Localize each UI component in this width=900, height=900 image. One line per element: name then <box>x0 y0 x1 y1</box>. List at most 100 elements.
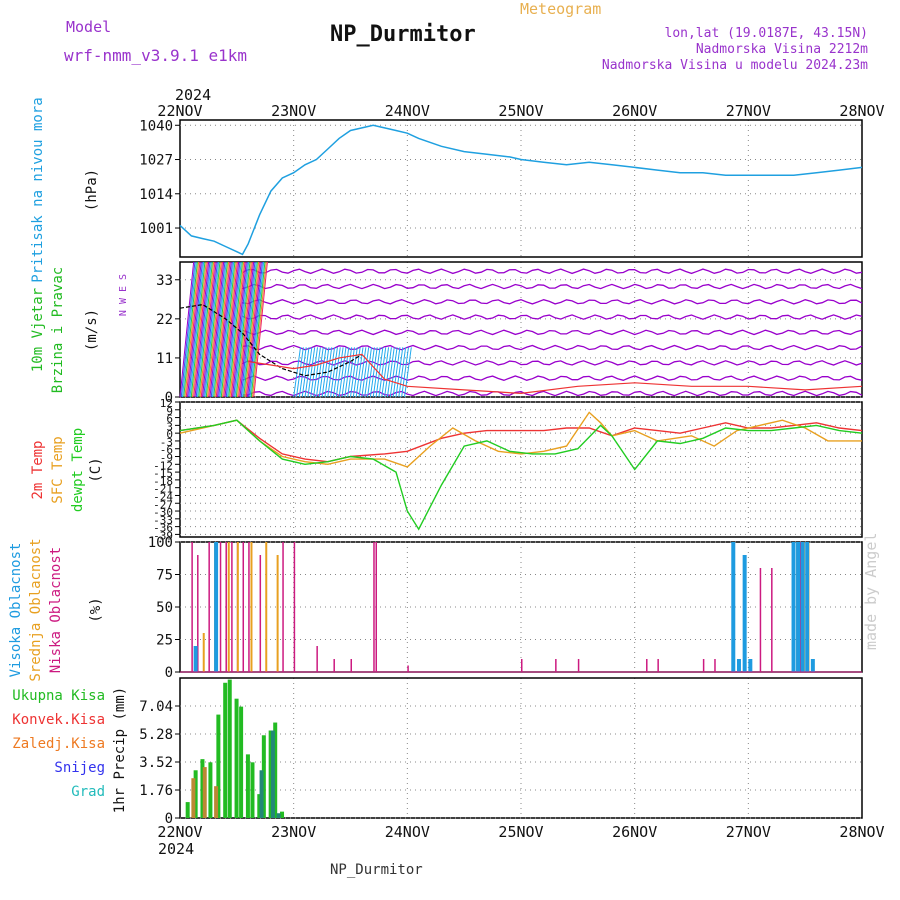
cloud-bar-low-3 <box>219 542 222 672</box>
wind-barb-early-46 <box>237 261 252 398</box>
wind-barb-early-17 <box>200 261 216 398</box>
wind-barb-mid-15 <box>335 347 344 398</box>
cloud-bar-high-7 <box>796 542 801 672</box>
ytick-label-0-1001: 1001 <box>139 221 173 237</box>
wind-barb-early-49 <box>240 261 256 398</box>
precip-legend-0: Ukupna Kisa <box>12 688 105 704</box>
cloud-bar-mid-3 <box>236 542 239 672</box>
precip-legend-4: Grad <box>71 784 105 800</box>
wind-barb-band-0 <box>242 390 863 397</box>
wind-barb-band-6 <box>242 299 863 305</box>
wind-barb-band-5 <box>242 314 863 320</box>
wind-barb-early-48 <box>239 261 255 398</box>
coords-text: lon,lat (19.0187E, 43.15N) <box>664 26 869 41</box>
cloud-bar-low-12 <box>316 646 318 672</box>
ytick-label-4-7.04: 7.04 <box>139 699 173 715</box>
year-top: 2024 <box>175 86 211 104</box>
cloud-bar-mid-6 <box>276 555 279 672</box>
wind-barb-early-0 <box>179 261 195 398</box>
wind-barb-mid-7 <box>313 347 321 398</box>
ytick-label-2--18: -18 <box>153 475 173 488</box>
x-tick-bottom-24NOV: 24NOV <box>385 823 430 841</box>
year-bottom: 2024 <box>158 840 194 858</box>
cloud-bar-high-9 <box>805 542 810 672</box>
wind-barb-mid-17 <box>341 347 350 398</box>
panel-frame-0 <box>179 119 863 258</box>
cloud-bar-high-5 <box>748 659 753 672</box>
precip-bar-Ukupna Kisa-11 <box>257 794 262 818</box>
cloud-bar-low-5 <box>231 542 233 672</box>
ytick-label-0-1040: 1040 <box>139 118 173 134</box>
cloud-bar-low-16 <box>375 542 378 672</box>
wind-barb-early-15 <box>198 261 213 398</box>
precip-bar-ZaledjKisa-1 <box>202 767 207 818</box>
precip-bar-Grad-0 <box>259 770 264 818</box>
ytick-label-1-0: 0 <box>165 390 173 406</box>
wind-barb-early-11 <box>193 261 208 398</box>
precip-bar-Ukupna Kisa-14 <box>273 722 278 818</box>
wind-barb-early-7 <box>188 261 203 398</box>
precip-bar-Ukupna Kisa-0 <box>185 802 190 818</box>
wind-barb-early-53 <box>245 261 261 398</box>
cloud-bar-low-27 <box>799 542 801 672</box>
wind-barb-early-43 <box>233 261 248 398</box>
cloud-bar-low-8 <box>248 542 250 672</box>
wind-barb-band-1 <box>242 375 863 381</box>
wind-barb-early-22 <box>207 261 222 398</box>
precip-bar-Ukupna Kisa-10 <box>250 762 255 818</box>
wind-barb-early-45 <box>235 261 251 398</box>
wind-barb-early-5 <box>185 261 201 398</box>
wind-barb-mid-36 <box>395 347 404 398</box>
precip-bar-Ukupna Kisa-2 <box>200 759 205 818</box>
x-tick-bottom-25NOV: 25NOV <box>498 823 543 841</box>
wind-barb-mid-11 <box>324 347 333 398</box>
cloud-bar-low-4 <box>225 542 227 672</box>
wind-barb-mid-4 <box>304 347 313 398</box>
wind-barb-early-44 <box>234 261 250 398</box>
wind-barb-early-12 <box>194 261 210 398</box>
cloud-ylabel-3: Niska Oblacnost <box>48 547 64 673</box>
cloud-bar-low-21 <box>646 659 648 672</box>
wind-barb-early-1 <box>180 261 196 398</box>
wind-barb-early-21 <box>205 261 221 398</box>
wind-barb-mid-16 <box>338 347 347 398</box>
wind-barb-early-29 <box>215 261 231 398</box>
cloud-bar-high-3 <box>736 659 741 672</box>
wind-barb-early-16 <box>199 261 215 398</box>
cloud-bar-high-8 <box>800 542 805 672</box>
x-tick-top-26NOV: 26NOV <box>612 102 657 120</box>
cloud-bar-low-17 <box>407 665 409 672</box>
ytick-label-2-0: 0 <box>166 428 173 441</box>
ytick-label-0-1027: 1027 <box>139 153 173 169</box>
cloud-bar-low-11 <box>293 542 296 672</box>
wind-barb-early-50 <box>242 261 257 398</box>
ytick-label-4-0: 0 <box>165 811 173 827</box>
temp-line-dewpt <box>179 419 863 531</box>
ytick-label-3-0: 0 <box>165 665 173 681</box>
x-tick-bottom-22NOV: 22NOV <box>157 823 202 841</box>
wind-barb-mid-32 <box>384 347 392 398</box>
pressure-line <box>179 124 863 256</box>
wind-barb-mid-23 <box>358 347 367 398</box>
wind-barb-band-8 <box>242 268 863 275</box>
wind-compass: N W E S <box>118 274 129 316</box>
precip-bar-Ukupna Kisa-6 <box>227 679 232 818</box>
precip-bar-Ukupna Kisa-5 <box>223 682 228 818</box>
cloud-bar-low-23 <box>702 659 705 672</box>
temp-ylabel-3: dewpt Temp <box>70 428 86 512</box>
cloud-bar-low-13 <box>333 659 335 672</box>
wind-barb-early-42 <box>232 261 247 398</box>
precip-legend-3: Snijeg <box>54 760 105 776</box>
cloud-bar-high-4 <box>742 555 747 672</box>
cloud-bar-low-25 <box>759 568 762 672</box>
wind-barb-mid-0 <box>293 347 301 398</box>
model-label: Model <box>66 18 112 36</box>
ytick-label-4-5.28: 5.28 <box>139 727 173 743</box>
precip-bar-Ukupna Kisa-9 <box>245 754 250 818</box>
ytick-label-4-1.76: 1.76 <box>139 783 173 799</box>
cloud-bar-high-10 <box>810 659 815 672</box>
wind-unit: (m/s) <box>84 309 100 351</box>
x-tick-top-24NOV: 24NOV <box>385 102 430 120</box>
cloud-ylabel-2: Srednja Oblacnost <box>28 538 44 681</box>
wind-barb-early-24 <box>209 261 225 398</box>
